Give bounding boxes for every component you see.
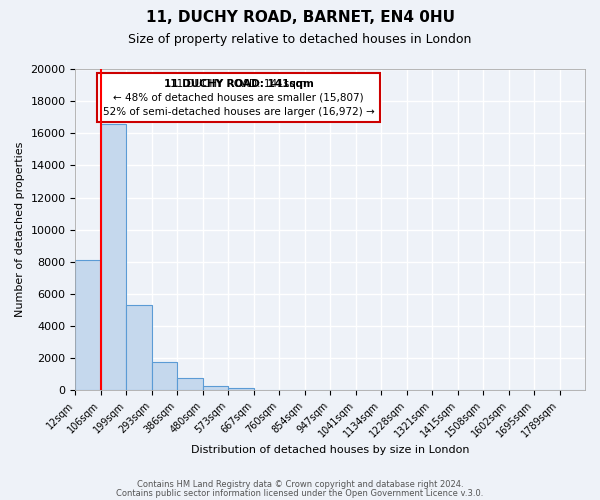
X-axis label: Distribution of detached houses by size in London: Distribution of detached houses by size … [191,445,469,455]
Text: Size of property relative to detached houses in London: Size of property relative to detached ho… [128,32,472,46]
Y-axis label: Number of detached properties: Number of detached properties [15,142,25,318]
Text: 11, DUCHY ROAD, BARNET, EN4 0HU: 11, DUCHY ROAD, BARNET, EN4 0HU [146,10,455,25]
Bar [152,362,178,390]
Text: 11 DUCHY ROAD: 141sqm: 11 DUCHY ROAD: 141sqm [164,78,313,112]
Bar [203,386,228,390]
Text: Contains public sector information licensed under the Open Government Licence v.: Contains public sector information licen… [116,488,484,498]
Bar [127,306,152,390]
Bar [76,260,101,390]
Bar [178,378,203,390]
Bar [228,388,254,390]
Bar [101,124,127,390]
Text: Contains HM Land Registry data © Crown copyright and database right 2024.: Contains HM Land Registry data © Crown c… [137,480,463,489]
Text: 11 DUCHY ROAD: 141sqm
← 48% of detached houses are smaller (15,807)
52% of semi-: 11 DUCHY ROAD: 141sqm ← 48% of detached … [103,78,374,116]
